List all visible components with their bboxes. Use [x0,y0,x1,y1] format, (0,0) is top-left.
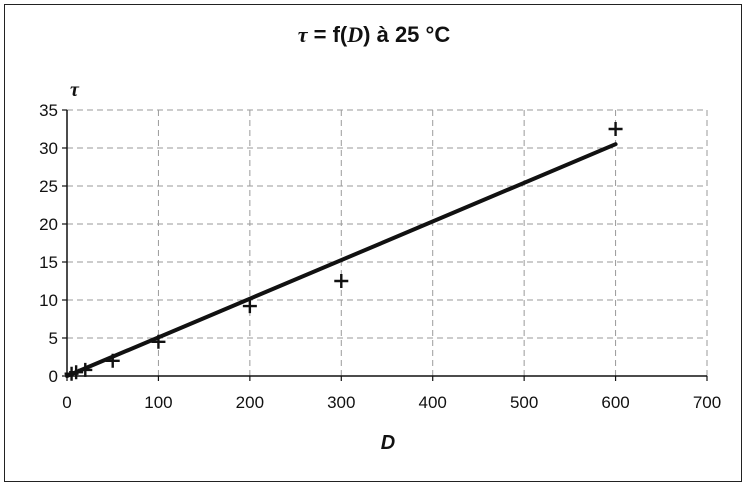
x-axis-label: D [381,432,395,454]
data-point-marker [608,122,623,136]
data-point-marker [242,299,257,314]
y-tick-label: 10 [39,291,58,310]
title-symbol: τ [297,22,308,47]
data-point-marker [78,362,93,377]
y-tick-label: 15 [39,253,58,272]
chart-frame [4,4,742,482]
x-tick-label: 300 [327,393,355,412]
title-end: ) à 25 °C [363,22,451,47]
data-point-marker [105,353,120,368]
title-middle: = f( [307,22,348,47]
y-tick-label: 0 [49,367,58,386]
data-point-marker [69,365,84,380]
x-tick-label: 600 [601,393,629,412]
x-tick-label: 500 [510,393,538,412]
x-tick-label: 400 [419,393,447,412]
y-tick-label: 20 [39,215,58,234]
y-tick-label: 30 [39,139,58,158]
title-variable: D [347,22,364,47]
x-tick-label: 100 [144,393,172,412]
y-tick-label: 25 [39,177,58,196]
x-tick-label: 200 [236,393,264,412]
y-tick-label: 35 [39,101,58,120]
data-point-marker [151,334,166,349]
x-tick-label: 0 [62,393,71,412]
data-point-marker [334,274,349,288]
y-axis-label: τ [70,79,80,101]
y-tick-label: 5 [49,329,58,348]
x-tick-label: 700 [693,393,721,412]
chart-title: τ = f(D) à 25 °C [0,22,748,48]
